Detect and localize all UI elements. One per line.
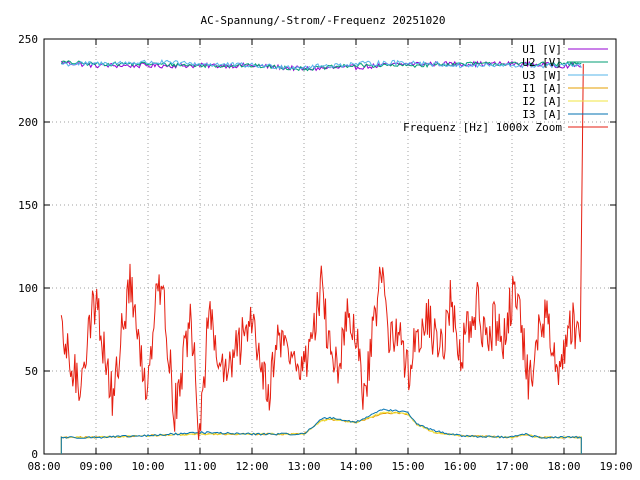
x-tick-label: 12:00 [235, 460, 268, 473]
series-group [60, 58, 584, 454]
x-tick-label: 13:00 [287, 460, 320, 473]
y-tick-label: 50 [25, 365, 38, 378]
legend: U1 [V]U2 [V]U3 [W]I1 [A]I2 [A]I3 [A]Freq… [403, 43, 608, 134]
legend-label: I3 [A] [522, 108, 562, 121]
legend-label: U1 [V] [522, 43, 562, 56]
x-tick-label: 18:00 [547, 460, 580, 473]
y-tick-label: 250 [18, 33, 38, 46]
series-line [60, 408, 582, 454]
legend-label: I1 [A] [522, 82, 562, 95]
grid [44, 39, 616, 454]
axes: 08:00 09:00 10:00 11:00 12:00 13:00 14:00 15:00… [18, 33, 632, 473]
x-tick-label: 08:00 [27, 460, 60, 473]
series-line [60, 63, 584, 440]
x-tick-label: 15:00 [391, 460, 424, 473]
x-tick-label: 10:00 [131, 460, 164, 473]
x-tick-label: 16:00 [443, 460, 476, 473]
x-tick-label: 17:00 [495, 460, 528, 473]
x-tick-label: 11:00 [183, 460, 216, 473]
chart-title: AC-Spannung/-Strom/-Frequenz 20251020 [200, 14, 445, 27]
x-tick-label: 19:00 [599, 460, 632, 473]
legend-label: U3 [W] [522, 69, 562, 82]
x-tick-label: 09:00 [79, 460, 112, 473]
series-line [61, 58, 582, 70]
plot-frame [43, 38, 617, 455]
legend-label: U2 [V] [522, 56, 562, 69]
x-tick-label: 14:00 [339, 460, 372, 473]
series-line [60, 60, 582, 72]
y-tick-label: 150 [18, 199, 38, 212]
y-tick-label: 0 [31, 448, 38, 461]
y-tick-label: 100 [18, 282, 38, 295]
legend-label: Frequenz [Hz] 1000x Zoom [403, 121, 562, 134]
legend-label: I2 [A] [522, 95, 562, 108]
y-tick-label: 200 [18, 116, 38, 129]
